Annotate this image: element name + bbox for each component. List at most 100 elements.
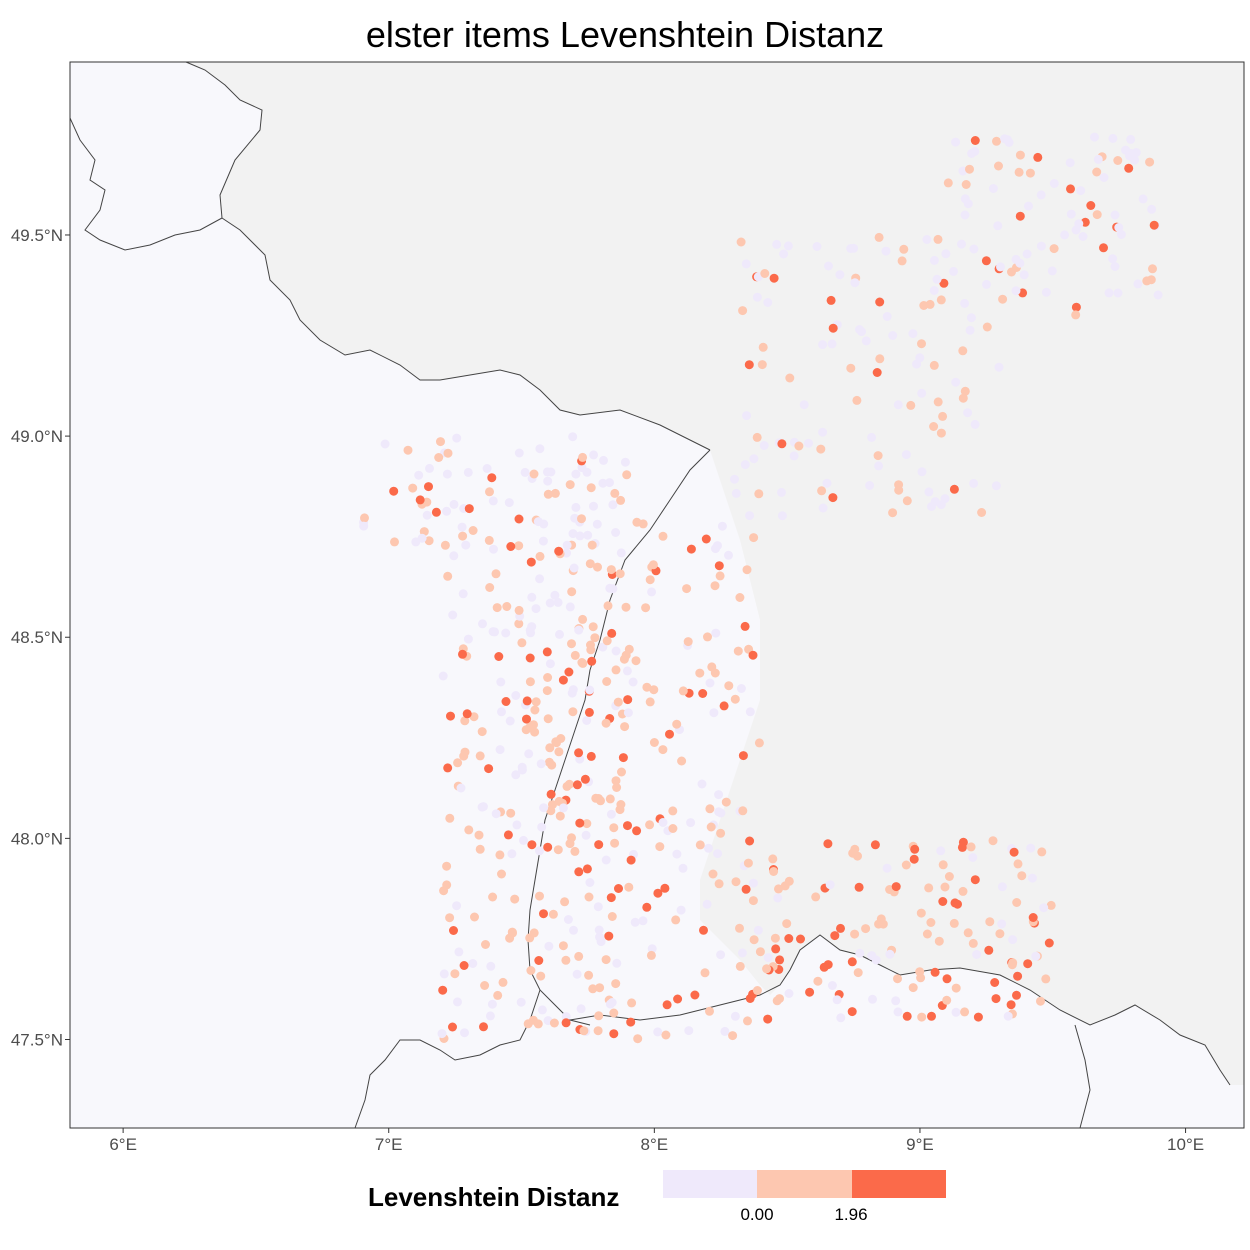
- data-point-697: [852, 395, 862, 405]
- data-point-229: [570, 650, 580, 660]
- data-point-321: [623, 821, 632, 831]
- data-point-51: [484, 535, 494, 545]
- data-point-579: [885, 949, 895, 959]
- data-point-444: [611, 979, 621, 989]
- data-point-410: [716, 828, 726, 838]
- data-point-488: [606, 565, 616, 575]
- data-point-559: [854, 882, 864, 892]
- data-point-826: [1133, 279, 1143, 289]
- data-point-508: [1023, 959, 1033, 969]
- data-point-711: [789, 451, 799, 461]
- data-point-835: [961, 180, 971, 189]
- data-point-306: [686, 544, 696, 554]
- data-point-561: [940, 882, 950, 892]
- data-point-396: [708, 869, 718, 879]
- border-lux-france: [69, 117, 223, 251]
- data-point-363: [546, 806, 556, 816]
- data-point-192: [498, 977, 508, 987]
- data-point-358: [741, 884, 751, 894]
- data-point-459: [612, 783, 622, 792]
- data-point-314: [645, 697, 655, 707]
- data-point-230: [607, 628, 617, 638]
- data-point-547: [743, 858, 753, 868]
- data-point-468: [714, 807, 724, 817]
- data-point-257: [558, 675, 568, 685]
- data-point-582: [745, 836, 755, 846]
- data-point-808: [1149, 220, 1159, 230]
- data-point-399: [748, 896, 758, 906]
- data-point-325: [661, 1030, 671, 1040]
- data-point-786: [1126, 134, 1136, 144]
- data-point-463: [683, 637, 693, 647]
- data-point-645: [873, 451, 883, 461]
- data-point-482: [714, 561, 724, 571]
- data-point-554: [763, 1014, 773, 1024]
- data-point-734: [738, 306, 748, 316]
- data-point-572: [944, 872, 954, 881]
- data-point-141: [526, 966, 536, 975]
- data-point-764: [1104, 288, 1114, 298]
- data-point-499: [853, 968, 863, 978]
- data-point-682: [958, 346, 968, 356]
- data-point-329: [613, 697, 623, 707]
- data-point-798: [1076, 186, 1086, 196]
- data-point-480: [627, 998, 637, 1008]
- data-point-733: [824, 261, 833, 271]
- data-point-687: [917, 388, 927, 398]
- data-point-532: [1008, 935, 1018, 945]
- data-point-215: [595, 983, 605, 993]
- data-point-686: [874, 232, 884, 242]
- data-point-762: [960, 298, 970, 308]
- data-point-341: [719, 701, 729, 711]
- data-point-503: [942, 974, 952, 984]
- data-point-672: [794, 441, 804, 451]
- data-point-782: [992, 136, 1001, 146]
- data-point-844: [1113, 156, 1123, 165]
- data-point-118: [514, 619, 524, 629]
- data-point-613: [953, 899, 962, 909]
- data-point-749: [855, 325, 864, 334]
- data-point-829: [1065, 158, 1075, 168]
- data-point-593: [916, 908, 926, 918]
- data-point-456: [633, 1034, 643, 1044]
- data-point-536: [942, 995, 952, 1005]
- data-point-390: [594, 1011, 604, 1021]
- data-point-521: [853, 851, 862, 861]
- data-point-34: [380, 439, 390, 449]
- data-point-330: [658, 745, 668, 755]
- data-point-200: [601, 718, 611, 728]
- data-point-300: [749, 533, 759, 543]
- data-point-25: [504, 498, 514, 508]
- data-point-515: [768, 854, 778, 864]
- border-rhine: [527, 449, 711, 1026]
- data-point-466: [703, 632, 712, 642]
- data-point-9: [589, 501, 598, 511]
- data-point-843: [1036, 190, 1046, 200]
- data-point-224: [584, 892, 594, 902]
- data-point-158: [548, 909, 558, 919]
- data-point-287: [585, 878, 595, 887]
- data-point-366: [710, 581, 720, 591]
- data-point-716: [958, 393, 968, 403]
- data-point-815: [1090, 132, 1099, 142]
- data-point-662: [827, 339, 837, 349]
- data-point-549: [774, 884, 783, 894]
- data-point-744: [970, 419, 980, 429]
- data-point-620: [735, 923, 744, 933]
- data-point-269: [474, 830, 484, 840]
- data-point-196: [469, 712, 479, 722]
- data-point-32: [408, 483, 418, 493]
- data-point-259: [460, 1028, 469, 1038]
- data-point-74: [436, 437, 445, 447]
- data-point-182: [478, 619, 487, 629]
- data-point-688: [804, 438, 813, 448]
- data-point-69: [605, 478, 614, 488]
- data-point-365: [529, 720, 538, 730]
- data-point-353: [585, 685, 595, 695]
- data-point-4: [568, 529, 578, 539]
- data-point-437: [695, 668, 705, 678]
- data-point-195: [621, 602, 631, 612]
- data-point-88: [422, 510, 432, 520]
- data-point-597: [825, 880, 835, 890]
- data-point-496: [984, 945, 994, 955]
